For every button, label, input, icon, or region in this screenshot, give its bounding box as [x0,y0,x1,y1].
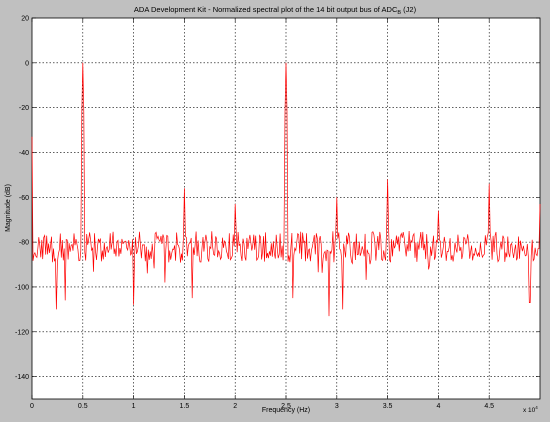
y-tick-labels: 20 0 -20 -40 -60 -80 -100 -120 -140 [15,16,29,382]
x-tick-label: 1.5 [180,403,190,410]
series-line [31,62,541,317]
y-axis-label: Magnitude (dB) [5,184,12,232]
x-tick-label: 0 [30,403,34,410]
y-tick-label: 20 [21,16,29,23]
x-tick-label: 3.5 [383,403,393,410]
x-tick-label: 2 [233,403,237,410]
y-tick-label: -140 [15,374,29,381]
y-tick-label: -60 [19,195,29,202]
y-tick-label: -80 [19,240,29,247]
x-tick-label: 4.5 [484,403,494,410]
y-tick-label: 0 [25,60,29,67]
x-tick-label: 0.5 [78,403,88,410]
y-tick-label: -100 [15,284,29,291]
x-tick-label: 2.5 [281,403,291,410]
tick-marks [31,17,540,399]
x-axis-label: Frequency (Hz) [262,407,310,414]
y-tick-label: -120 [15,329,29,336]
x-tick-label: 1 [132,403,136,410]
x-axis-multiplier: x 104 [523,405,538,414]
y-tick-label: -40 [19,150,29,157]
chart-title: ADA Development Kit - Normalized spectra… [134,5,417,16]
x-tick-labels: 0 0.5 1 1.5 2 2.5 3 3.5 4 4.5 [30,403,494,410]
x-tick-label: 4 [436,403,440,410]
grid [32,18,540,399]
x-tick-label: 3 [335,403,339,410]
y-tick-label: -20 [19,105,29,112]
series-magnitude [31,62,541,317]
